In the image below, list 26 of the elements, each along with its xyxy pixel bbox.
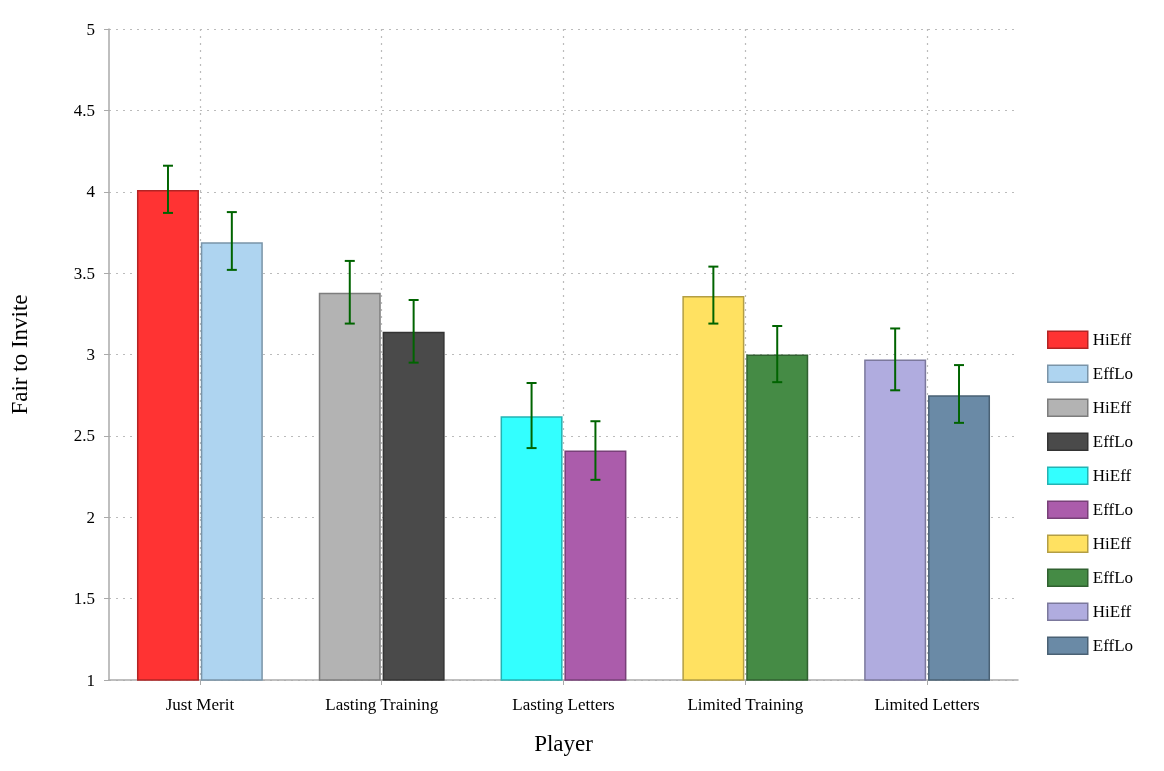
x-axis-title: Player bbox=[534, 731, 594, 756]
legend-label: EffLo bbox=[1092, 636, 1134, 656]
y-tick-label: 1 bbox=[86, 670, 95, 690]
y-tick-label: 2.5 bbox=[73, 426, 95, 446]
y-axis-title: Fair to Invite bbox=[7, 294, 32, 415]
legend-label: EffLo bbox=[1092, 364, 1134, 384]
x-tick-label: Limited Training bbox=[687, 695, 804, 714]
legend-label: HiEff bbox=[1092, 602, 1132, 622]
y-tick-label: 5 bbox=[86, 19, 95, 39]
legend-label: HiEff bbox=[1092, 398, 1132, 418]
legend-label: HiEff bbox=[1092, 466, 1132, 486]
y-tick-label: 4.5 bbox=[73, 100, 95, 120]
y-tick-label: 2 bbox=[86, 507, 95, 527]
y-tick-label: 4 bbox=[86, 182, 96, 202]
legend-label: HiEff bbox=[1092, 534, 1132, 554]
y-tick-label: 1.5 bbox=[73, 589, 95, 609]
x-tick-label: Just Merit bbox=[165, 695, 235, 714]
x-tick-label: Lasting Training bbox=[325, 695, 439, 714]
legend-label: EffLo bbox=[1092, 432, 1134, 452]
legend-label: HiEff bbox=[1092, 330, 1132, 350]
y-tick-label: 3.5 bbox=[73, 263, 95, 283]
x-tick-label: Limited Letters bbox=[874, 695, 980, 714]
legend-label: EffLo bbox=[1092, 500, 1134, 520]
legend-label: EffLo bbox=[1092, 568, 1134, 588]
y-tick-label: 3 bbox=[86, 345, 95, 364]
x-tick-label: Lasting Letters bbox=[512, 695, 615, 714]
